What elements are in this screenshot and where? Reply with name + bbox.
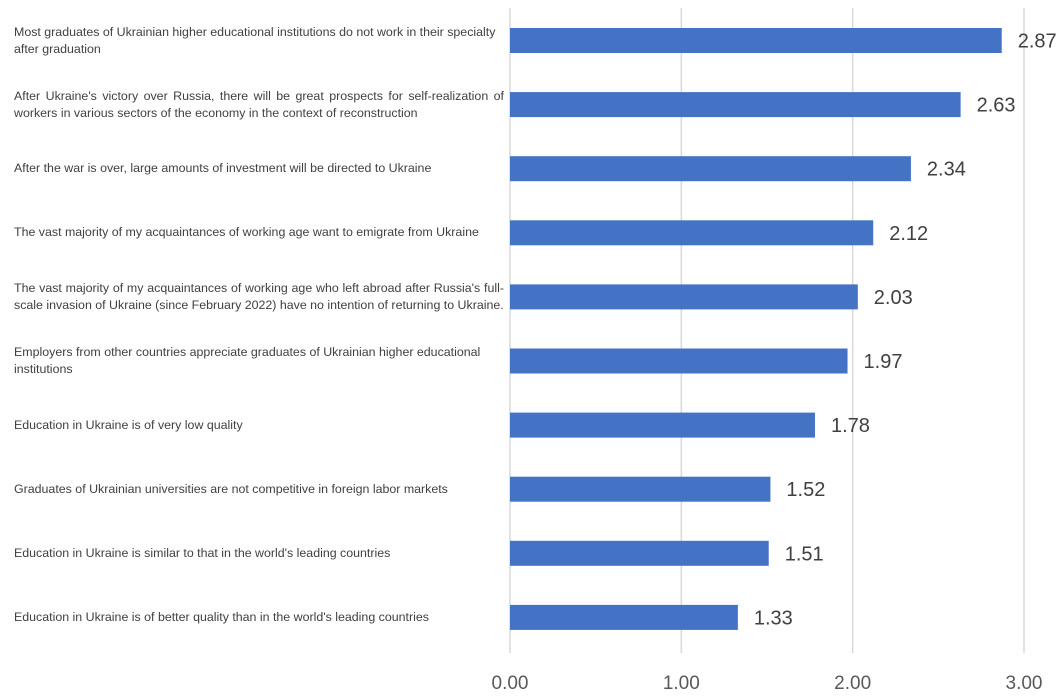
x-tick-label: 1.00 — [663, 673, 700, 693]
category-label: Employers from other countries appreciat… — [14, 329, 504, 393]
bar-value-label: 2.34 — [927, 159, 966, 181]
category-label: Most graduates of Ukrainian higher educa… — [14, 9, 504, 73]
bar-value-label: 1.52 — [786, 479, 825, 501]
category-label-text: The vast majority of my acquaintances of… — [14, 280, 504, 312]
bar — [510, 92, 961, 118]
category-label-text: Most graduates of Ukrainian higher educa… — [14, 24, 496, 56]
bar — [510, 476, 771, 502]
category-label-text: After the war is over, large amounts of … — [14, 161, 432, 176]
bar-value-label: 1.33 — [754, 607, 793, 629]
category-label: Education in Ukraine is similar to that … — [14, 521, 504, 585]
bar-value-label: 1.51 — [785, 543, 824, 565]
category-label: After the war is over, large amounts of … — [14, 137, 504, 201]
bar-value-label: 1.78 — [831, 415, 870, 437]
category-label: Education in Ukraine is of very low qual… — [14, 393, 504, 457]
bar-value-label: 2.03 — [874, 287, 913, 309]
bar — [510, 412, 815, 438]
x-tick-label: 3.00 — [1006, 673, 1043, 693]
category-label-text: Education in Ukraine is similar to that … — [14, 545, 391, 560]
bar — [510, 28, 1002, 53]
category-label-text: After Ukraine's victory over Russia, the… — [14, 88, 504, 120]
category-label: Education in Ukraine is of better qualit… — [14, 585, 504, 649]
category-label: The vast majority of my acquaintances of… — [14, 265, 504, 329]
category-label-text: Education in Ukraine is of better qualit… — [14, 609, 429, 624]
bar — [510, 284, 858, 310]
category-label: The vast majority of my acquaintances of… — [14, 201, 504, 265]
bar-value-label: 2.63 — [977, 95, 1016, 117]
bar — [510, 540, 769, 566]
bar — [510, 604, 738, 630]
bar — [510, 156, 911, 182]
bar — [510, 348, 848, 374]
category-label-text: Education in Ukraine is of very low qual… — [14, 417, 243, 432]
category-label-text: The vast majority of my acquaintances of… — [14, 225, 479, 240]
category-label: Graduates of Ukrainian universities are … — [14, 457, 504, 521]
x-tick-label: 2.00 — [834, 673, 871, 693]
category-label-text: Graduates of Ukrainian universities are … — [14, 481, 448, 496]
category-label: After Ukraine's victory over Russia, the… — [14, 73, 504, 137]
bar-value-label: 1.97 — [864, 351, 903, 373]
bar — [510, 220, 874, 246]
bar-value-label: 2.87 — [1018, 31, 1057, 53]
bar-value-label: 2.12 — [889, 223, 928, 245]
category-label-text: Employers from other countries appreciat… — [14, 345, 481, 376]
x-tick-label: 0.00 — [492, 673, 529, 693]
